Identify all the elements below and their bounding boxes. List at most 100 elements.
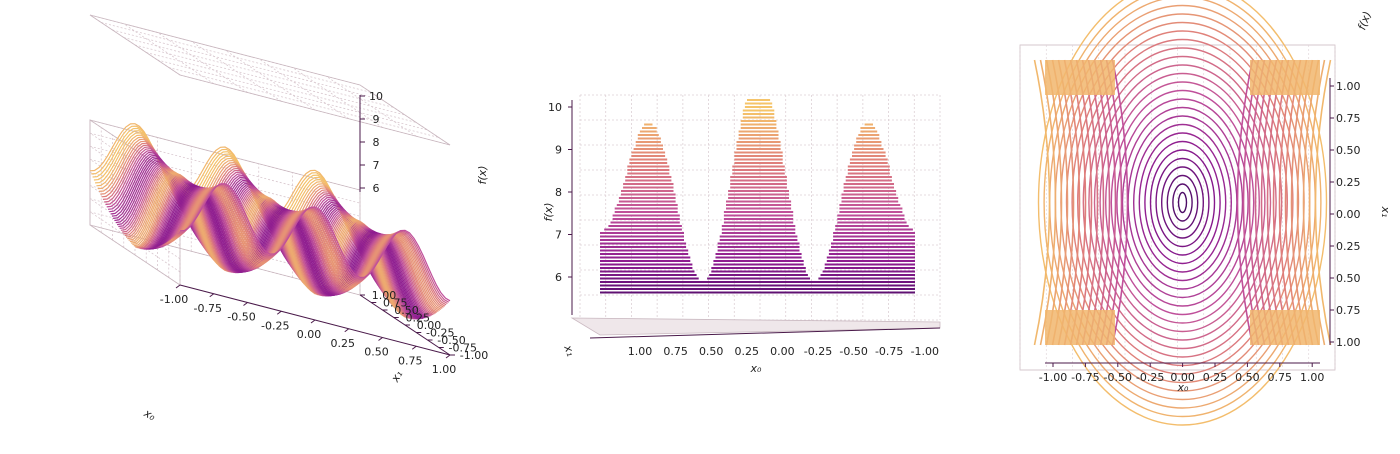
z-tick-label: 9 bbox=[555, 144, 562, 157]
contour-line bbox=[101, 142, 372, 268]
contour-line bbox=[1266, 59, 1284, 346]
pane-grid-top bbox=[123, 23, 214, 85]
contour-line bbox=[1308, 59, 1326, 346]
x-tick-label: -0.25 bbox=[804, 345, 832, 358]
contour-line bbox=[92, 127, 363, 248]
floor-pane bbox=[570, 317, 941, 336]
pane-grid-top bbox=[157, 59, 428, 131]
panel-top-view: -1.00 -0.75 -0.50 -0.25 0.00 0.25 0.50 0.75 1.00… bbox=[1019, 0, 1392, 426]
x-tick-label: 0.75 bbox=[663, 345, 688, 358]
z-tick-label: 10 bbox=[369, 90, 383, 103]
y-tick-label: -0.25 bbox=[426, 327, 454, 340]
contour-line bbox=[109, 153, 380, 283]
contour-ring bbox=[1037, 0, 1328, 426]
x-tick-label: -0.50 bbox=[839, 345, 867, 358]
panel-side-view: 6 7 8 9 10 f(x) 1.00 0.75 0.50 0.25 0.00 -0.25 -0.50… bbox=[542, 94, 941, 375]
contour-line bbox=[125, 169, 397, 308]
x-tick-label: 0.50 bbox=[699, 345, 724, 358]
contour-line bbox=[149, 184, 420, 320]
contour-ring bbox=[1138, 132, 1227, 273]
contour-ring bbox=[1121, 106, 1244, 299]
x-tick-label: 0.50 bbox=[1235, 371, 1260, 384]
z-tick-label: 8 bbox=[373, 136, 380, 149]
x-tick-label: -0.75 bbox=[1071, 371, 1099, 384]
contour-ring bbox=[1149, 149, 1216, 256]
x-tick-label: 0.25 bbox=[735, 345, 760, 358]
pane-grid-top-border bbox=[89, 14, 451, 146]
x-tick-label: 1.00 bbox=[1300, 371, 1325, 384]
pane-grid-back bbox=[89, 132, 361, 204]
contour-line bbox=[1278, 59, 1296, 346]
contour-line bbox=[116, 161, 388, 296]
contour-line bbox=[1260, 59, 1278, 346]
y-tick-label: -0.75 bbox=[449, 342, 477, 355]
x-axis-label: x₀ bbox=[1177, 381, 1190, 394]
contour-line bbox=[1272, 59, 1290, 346]
contour-ring bbox=[1160, 166, 1204, 239]
contour-ring bbox=[1082, 47, 1283, 358]
contour-line bbox=[119, 164, 390, 299]
contour-line bbox=[141, 179, 412, 320]
contour-line bbox=[1045, 59, 1063, 346]
x-tick-mark bbox=[243, 302, 248, 306]
contour-ring bbox=[1155, 157, 1210, 248]
contour-line bbox=[1236, 59, 1254, 346]
contour-line bbox=[107, 151, 379, 280]
contour-line bbox=[1290, 59, 1308, 346]
contour-ring bbox=[1177, 191, 1188, 214]
contour-line bbox=[142, 180, 414, 320]
contour-ring bbox=[1110, 89, 1255, 316]
contour-line bbox=[91, 125, 362, 245]
x-tick-mark bbox=[445, 354, 451, 359]
x-tick-label: 1.00 bbox=[628, 345, 653, 358]
z-tick-label: 6 bbox=[555, 271, 562, 284]
contour-line bbox=[128, 170, 399, 311]
y-tick-label: 1.00 bbox=[1336, 80, 1361, 93]
contour-ring bbox=[1166, 174, 1199, 231]
x-tick-label: -0.25 bbox=[1136, 371, 1164, 384]
peak-region bbox=[1045, 60, 1115, 95]
contour-line bbox=[143, 181, 415, 320]
y-tick-label: 0.75 bbox=[383, 297, 408, 310]
y-axis-label: x₁ bbox=[561, 343, 577, 359]
contour-line bbox=[110, 154, 381, 285]
z-tick-label: 8 bbox=[555, 186, 562, 199]
contour-line bbox=[1302, 59, 1320, 346]
contour-line bbox=[139, 178, 411, 319]
y-tick-label: 0.50 bbox=[1336, 144, 1361, 157]
x-tick-label: -0.75 bbox=[194, 302, 222, 315]
contour-line bbox=[132, 172, 403, 315]
y-tick-label: -0.50 bbox=[437, 334, 465, 347]
x-tick-mark bbox=[378, 337, 383, 341]
contour-line bbox=[129, 171, 401, 313]
x-axis-label: x₀ bbox=[750, 362, 763, 375]
x-tick-label: -0.50 bbox=[227, 311, 255, 324]
x-tick-mark bbox=[344, 328, 350, 333]
y-tick-label: 0.00 bbox=[417, 319, 442, 332]
contour-ring bbox=[1116, 98, 1249, 307]
pane-grid-top bbox=[112, 29, 383, 101]
contour-line bbox=[1075, 59, 1093, 346]
y-tick-label: 0.75 bbox=[1336, 112, 1361, 125]
contour-ring bbox=[1132, 123, 1232, 282]
pane-grid-top bbox=[224, 49, 316, 111]
contour-line bbox=[1069, 59, 1087, 346]
contour-line bbox=[122, 166, 393, 303]
x-tick-label: -0.25 bbox=[261, 319, 289, 332]
x-tick-label: 1.00 bbox=[432, 363, 457, 376]
x-tick-label: 0.00 bbox=[770, 345, 795, 358]
contour-line bbox=[136, 175, 407, 318]
y-tick-label: -1.00 bbox=[460, 349, 488, 362]
y-tick-label: 0.75 bbox=[1336, 304, 1361, 317]
z-axis-label: f(x) bbox=[1355, 10, 1374, 32]
contour-line bbox=[145, 181, 416, 320]
contour-line bbox=[1063, 59, 1081, 346]
contour-line bbox=[111, 156, 383, 287]
y-axis-label: x₁ bbox=[1379, 206, 1392, 218]
x-tick-mark bbox=[209, 293, 215, 298]
x-tick-label: -1.00 bbox=[911, 345, 939, 358]
contour-ring bbox=[1088, 55, 1277, 350]
pane-grid-top bbox=[168, 67, 439, 138]
contour-line bbox=[1296, 59, 1314, 346]
